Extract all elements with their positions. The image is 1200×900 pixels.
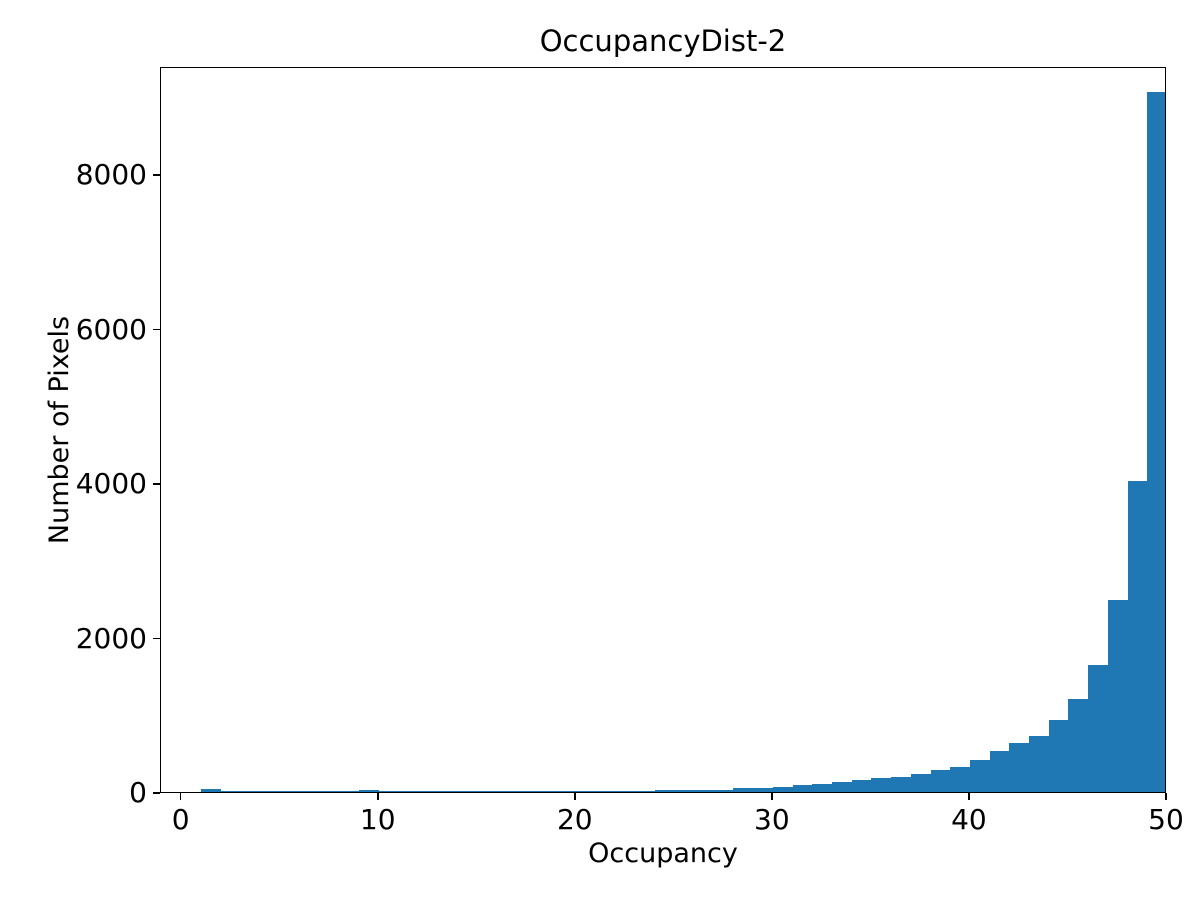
y-axis-tick-label: 6000 — [75, 312, 147, 346]
histogram-bar — [556, 791, 576, 792]
histogram-bar — [989, 751, 1010, 792]
x-axis-tick-label: 20 — [556, 803, 593, 836]
histogram-bar — [615, 791, 635, 792]
y-axis-tick-mark — [153, 483, 160, 485]
histogram-bar — [398, 791, 419, 792]
histogram-bar — [595, 791, 616, 792]
histogram-bar — [240, 791, 261, 792]
histogram-bar — [496, 791, 517, 792]
histogram-bar — [477, 791, 497, 792]
plot-area — [160, 67, 1166, 793]
histogram-bars — [161, 68, 1165, 792]
histogram-bar — [772, 786, 793, 792]
histogram-bar — [851, 780, 872, 792]
histogram-bar — [339, 791, 360, 792]
histogram-bar — [280, 791, 300, 792]
y-axis-tick-label: 0 — [129, 776, 147, 809]
histogram-bar — [536, 791, 557, 792]
histogram-bar — [674, 790, 695, 792]
x-axis-tick-mark — [179, 793, 182, 800]
histogram-bar — [753, 787, 773, 792]
histogram-bar — [733, 788, 754, 792]
x-axis-tick-mark — [376, 793, 379, 800]
histogram-bar — [1009, 742, 1030, 792]
x-axis-tick-label: 0 — [171, 803, 190, 836]
histogram-bar — [359, 790, 379, 792]
histogram-bar — [713, 789, 734, 792]
x-axis-label: Occupancy — [588, 838, 738, 869]
histogram-bar — [1029, 736, 1049, 792]
y-axis-tick-mark — [153, 174, 160, 176]
histogram-bar — [201, 788, 222, 792]
histogram-bar — [319, 791, 340, 792]
histogram-bar — [1068, 699, 1089, 792]
y-axis-tick-label: 2000 — [75, 621, 147, 655]
histogram-bar — [950, 766, 970, 792]
histogram-bar — [930, 769, 951, 792]
x-axis-tick-label: 40 — [951, 803, 987, 836]
histogram-bar — [1147, 92, 1165, 792]
histogram-bar — [694, 790, 714, 792]
y-axis-tick-mark — [153, 328, 160, 331]
histogram-bar — [812, 783, 832, 792]
histogram-bar — [910, 773, 931, 792]
x-axis-tick-mark — [574, 793, 576, 800]
histogram-bar — [299, 791, 320, 792]
histogram-bar — [871, 778, 892, 792]
histogram-bar — [1107, 599, 1128, 792]
histogram-bar — [969, 759, 990, 792]
y-axis-tick-label: 8000 — [75, 158, 147, 192]
histogram-bar — [378, 791, 399, 792]
x-axis-tick-mark — [1165, 793, 1167, 800]
histogram-bar — [832, 781, 852, 792]
histogram-bar — [1127, 480, 1148, 792]
x-axis-tick-mark — [771, 793, 773, 800]
histogram-bar — [575, 791, 596, 792]
histogram-bar — [457, 791, 478, 792]
y-axis-tick-mark — [153, 792, 160, 794]
x-axis-tick-mark — [968, 793, 970, 800]
histogram-bar — [260, 791, 281, 792]
histogram-bar — [516, 791, 537, 792]
histogram-bar — [437, 791, 458, 792]
histogram-bar — [891, 776, 911, 792]
histogram-bar — [792, 784, 813, 792]
x-axis-tick-label: 10 — [359, 803, 396, 836]
histogram-bar — [634, 790, 655, 792]
y-axis-tick-mark — [153, 637, 160, 640]
page-title: OccupancyDist-2 — [539, 24, 787, 58]
histogram-bar — [1048, 720, 1069, 792]
x-axis-tick-label: 50 — [1148, 803, 1184, 836]
histogram-bar — [221, 791, 241, 792]
histogram-bar — [654, 790, 675, 792]
histogram-bar — [418, 791, 438, 792]
histogram-bar — [1088, 664, 1108, 792]
y-axis-tick-label: 4000 — [75, 467, 147, 501]
x-axis-tick-label: 30 — [754, 803, 790, 836]
